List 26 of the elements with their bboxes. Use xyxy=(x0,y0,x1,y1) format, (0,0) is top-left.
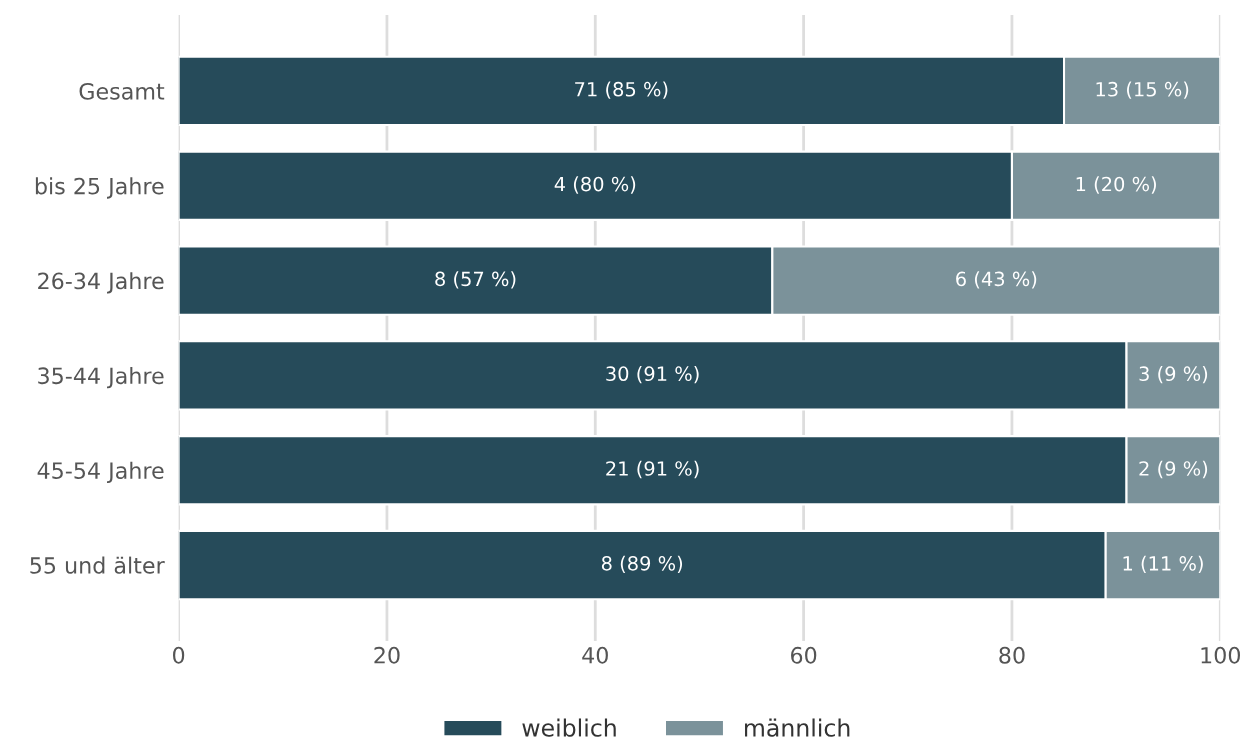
data-label: 1 (11 %) xyxy=(1123,555,1203,573)
y-tick-label: 45-54 Jahre xyxy=(37,461,164,484)
data-label: 2 (9 %) xyxy=(1139,460,1208,479)
data-label: 8 (89 %) xyxy=(601,555,683,573)
data-label: 8 (57 %) xyxy=(435,271,516,289)
x-tick-label: 20 xyxy=(374,646,400,664)
data-label: 30 (91 %) xyxy=(606,366,699,384)
x-tick-label: 100 xyxy=(1201,646,1240,664)
x-tick-label: 40 xyxy=(582,646,608,664)
data-label: 1 (20 %) xyxy=(1076,176,1156,194)
data-label: 4 (80 %) xyxy=(554,176,636,194)
y-tick-label: bis 25 Jahre xyxy=(35,177,164,199)
data-label: 3 (9 %) xyxy=(1139,366,1208,384)
y-tick-label: 55 und älter xyxy=(30,556,165,574)
data-label: 71 (85 %) xyxy=(575,81,668,99)
data-label: 13 (15 %) xyxy=(1096,81,1189,99)
y-tick-label: 35-44 Jahre xyxy=(38,366,164,389)
legend-label: weiblich xyxy=(522,718,616,737)
y-tick-label: 26-34 Jahre xyxy=(38,272,164,294)
x-tick-label: 80 xyxy=(999,646,1025,664)
x-tick-label: 0 xyxy=(173,646,185,664)
legend-label: männlich xyxy=(745,718,850,737)
x-tick-label: 60 xyxy=(791,646,817,664)
y-tick-label: Gesamt xyxy=(79,82,165,100)
data-label: 21 (91 %) xyxy=(606,460,699,479)
data-label: 6 (43 %) xyxy=(956,271,1037,289)
